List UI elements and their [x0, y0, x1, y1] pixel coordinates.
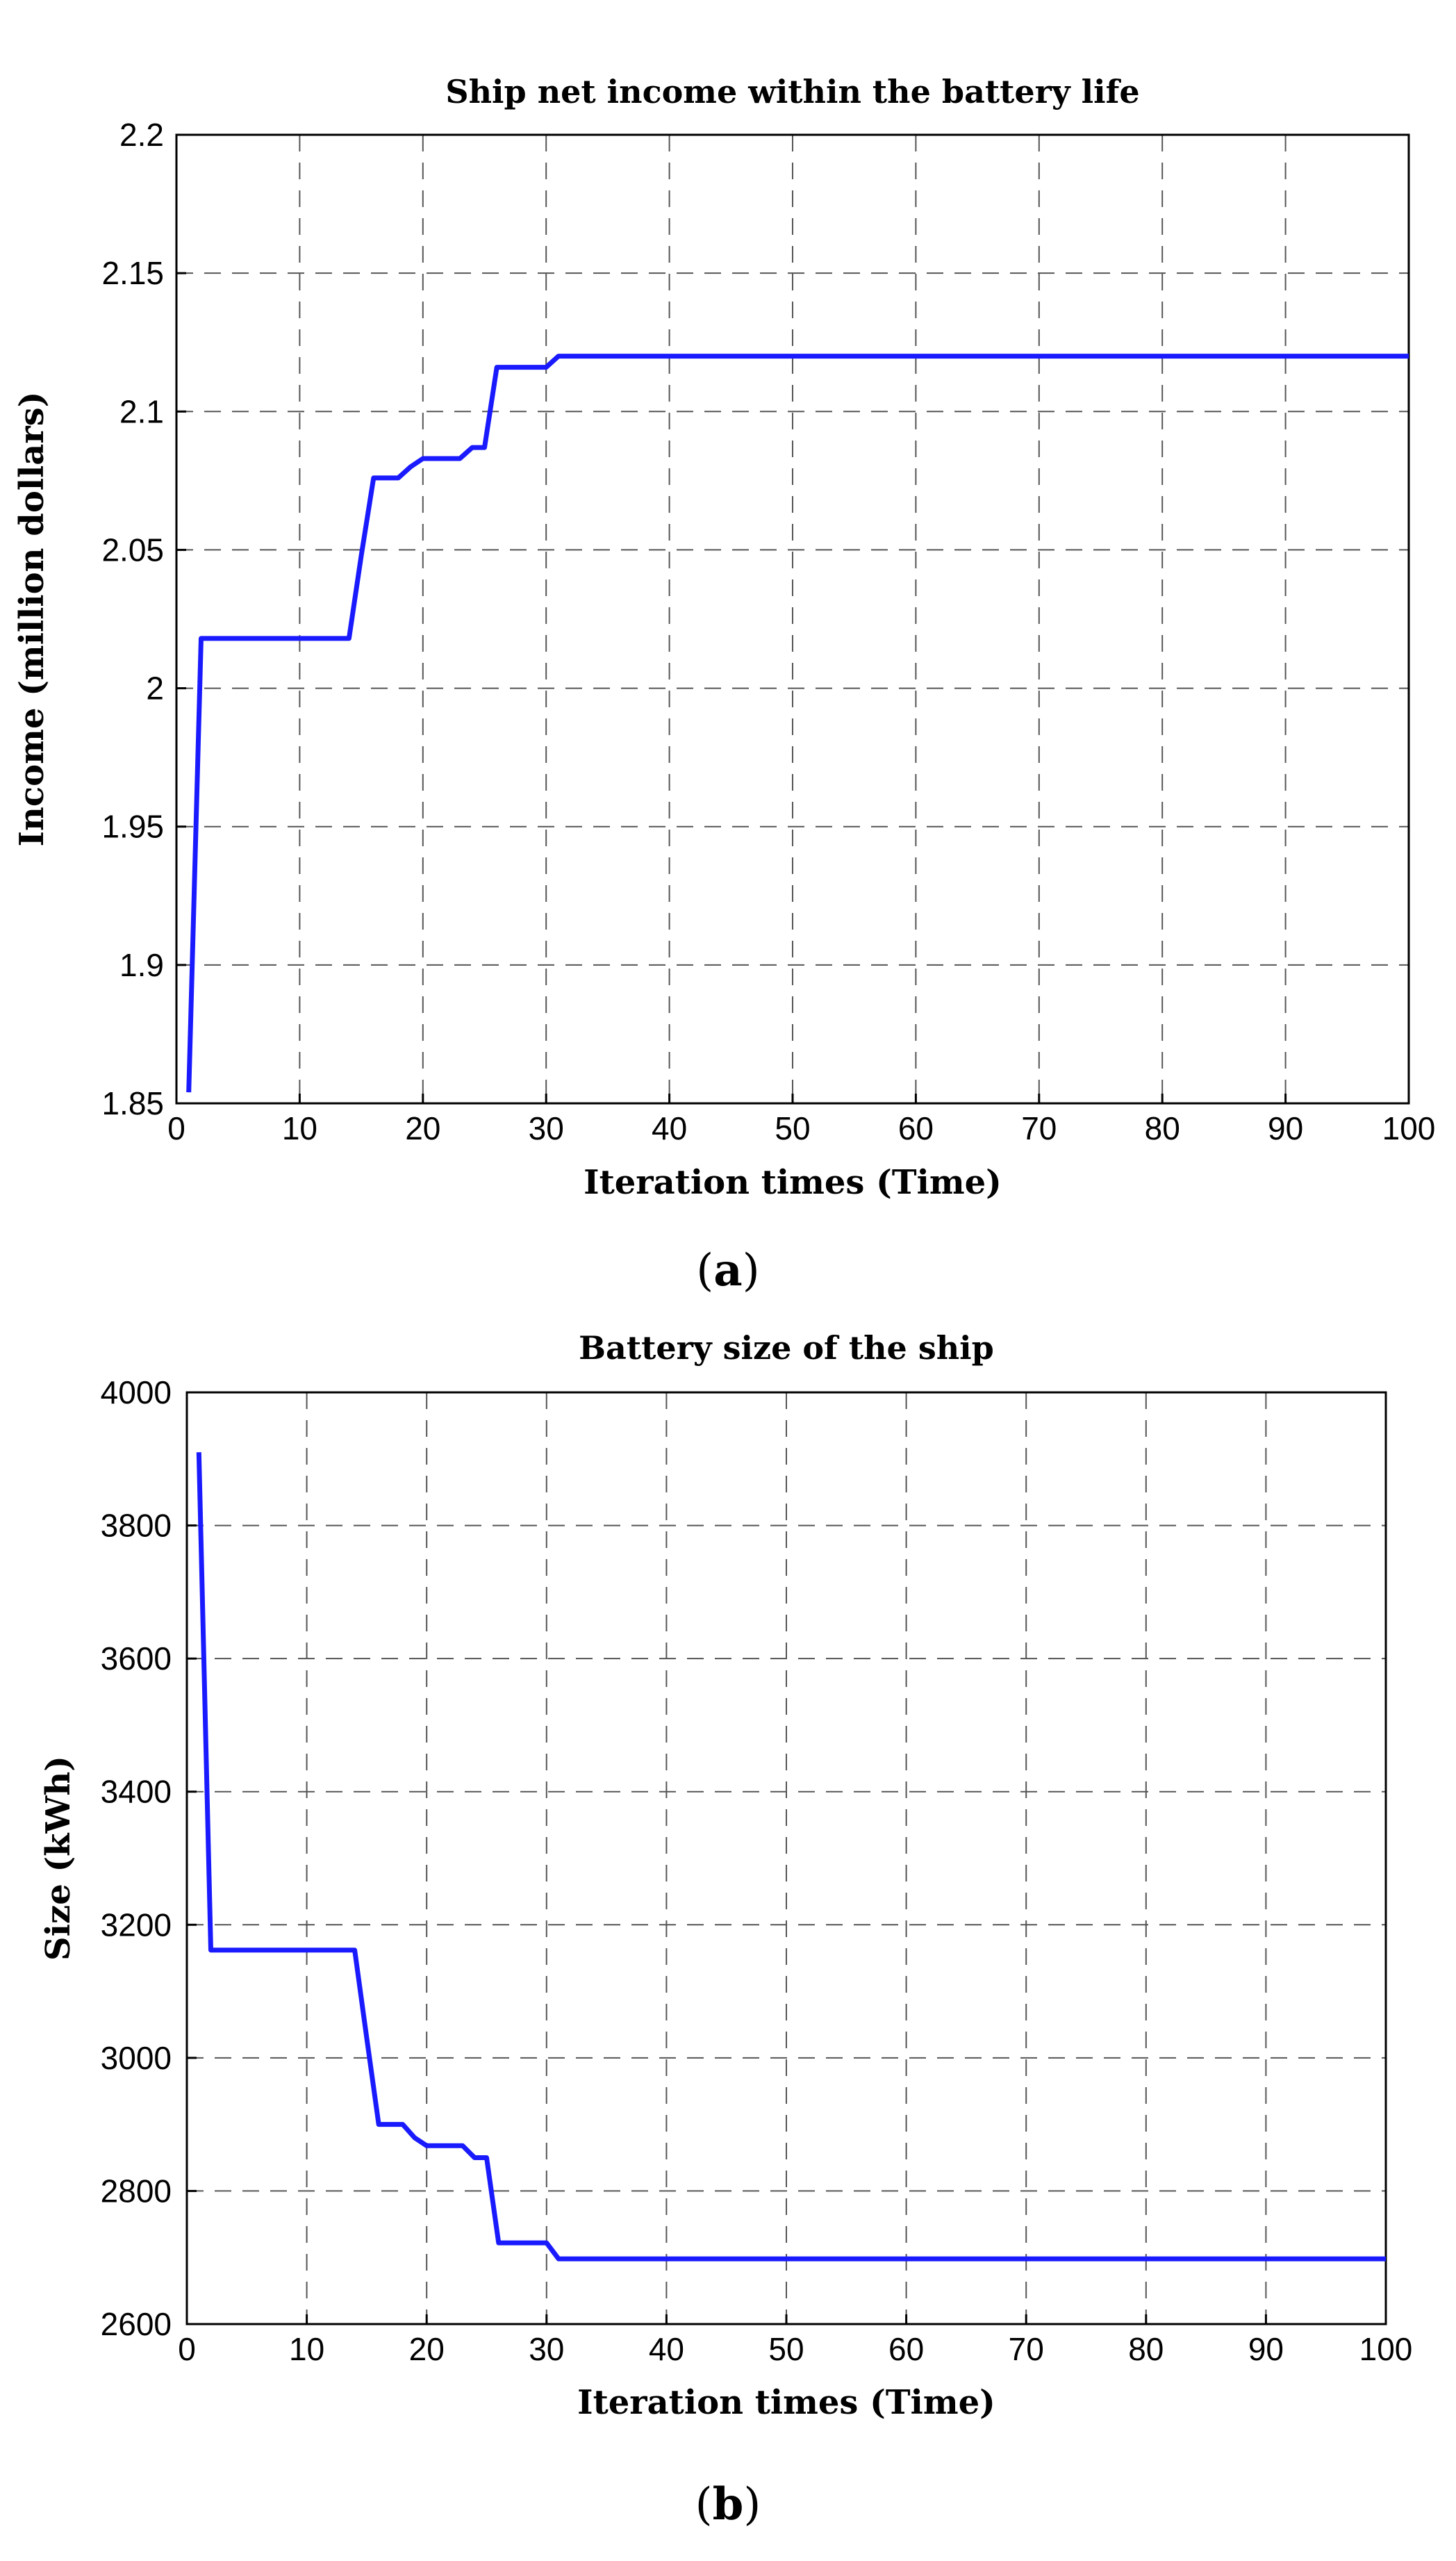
x-tick-label: 100 [1382, 1110, 1436, 1146]
y-tick-label: 1.9 [119, 947, 164, 983]
y-axis-label: Income (million dollars) [13, 392, 51, 847]
x-tick-label: 50 [768, 2331, 804, 2367]
x-tick-label: 70 [1021, 1110, 1057, 1146]
x-tick-label: 100 [1359, 2331, 1413, 2367]
x-tick-label: 80 [1145, 1110, 1180, 1146]
grid-lines [176, 135, 1409, 1103]
x-tick-label: 50 [775, 1110, 810, 1146]
y-tick-label: 3400 [101, 1774, 172, 1810]
y-tick-label: 1.95 [101, 809, 164, 845]
figure-caption: (b) [695, 2478, 761, 2530]
x-tick-label: 90 [1268, 1110, 1303, 1146]
x-tick-label: 20 [405, 1110, 440, 1146]
y-tick-label: 3800 [101, 1508, 172, 1544]
x-tick-label: 40 [652, 1110, 687, 1146]
y-tick-label: 2600 [101, 2306, 172, 2342]
chart-title: Battery size of the ship [579, 1329, 994, 1367]
x-tick-label: 80 [1128, 2331, 1164, 2367]
grid-lines [187, 1392, 1386, 2324]
x-tick-label: 0 [167, 1110, 185, 1146]
series-line [186, 354, 1409, 1093]
chart-title: Ship net income within the battery life [445, 73, 1139, 110]
y-tick-label: 3600 [101, 1640, 172, 1677]
y-tick-label: 2 [146, 670, 164, 707]
x-tick-label: 30 [529, 2331, 564, 2367]
x-tick-label: 40 [649, 2331, 684, 2367]
x-axis-label: Iteration times (Time) [577, 2383, 995, 2422]
y-tick-label: 3200 [101, 1907, 172, 1943]
income-chart: 0 10 20 30 40 50 60 70 80 90 100 1.85 1.9 1.95 2 2.05 2.… [13, 73, 1436, 1296]
figure-b: 0 10 20 30 40 50 60 70 80 90 100 2600 2800 3000 3200 34… [0, 1306, 1456, 2561]
battery-size-chart: 0 10 20 30 40 50 60 70 80 90 100 2600 2800 3000 3200 34… [39, 1329, 1413, 2530]
y-tick-label: 3000 [101, 2040, 172, 2076]
x-tick-label: 30 [529, 1110, 564, 1146]
x-axis-label: Iteration times (Time) [584, 1163, 1002, 1202]
x-tick-label: 70 [1009, 2331, 1044, 2367]
x-tick-label: 0 [178, 2331, 196, 2367]
figure-a: 0 10 20 30 40 50 60 70 80 90 100 1.85 1.9 1.95 2 2.05 2.… [13, 73, 1436, 1296]
y-tick-label: 2.15 [101, 255, 164, 291]
y-tick-label: 2.2 [119, 117, 164, 153]
x-tick-label: 90 [1248, 2331, 1284, 2367]
series-line [196, 1452, 1386, 2262]
x-tick-label: 60 [888, 2331, 924, 2367]
y-tick-label: 4000 [101, 1374, 172, 1410]
x-tick-label: 10 [289, 2331, 324, 2367]
y-tick-label: 1.85 [101, 1085, 164, 1121]
y-tick-label: 2.1 [119, 393, 164, 429]
x-tick-label: 60 [898, 1110, 934, 1146]
x-tick-label: 10 [282, 1110, 317, 1146]
figure-caption: (a) [696, 1244, 759, 1296]
x-tick-label: 20 [409, 2331, 445, 2367]
y-tick-label: 2800 [101, 2173, 172, 2209]
y-axis-label: Size (kWh) [39, 1756, 78, 1961]
y-tick-label: 2.05 [101, 532, 164, 568]
